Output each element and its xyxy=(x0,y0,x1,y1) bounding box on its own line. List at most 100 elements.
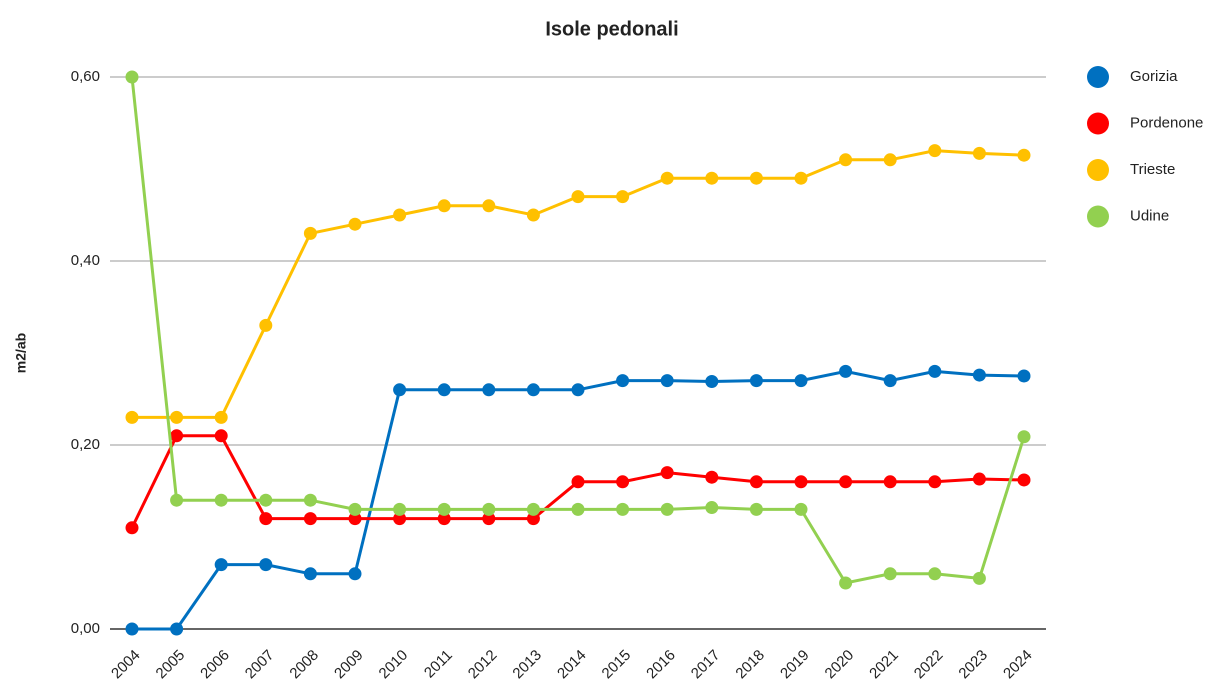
data-point xyxy=(348,217,362,231)
data-point xyxy=(571,502,585,516)
data-point xyxy=(526,208,540,222)
data-point xyxy=(170,410,184,424)
data-point xyxy=(705,375,719,389)
data-point xyxy=(1017,430,1031,444)
data-point xyxy=(259,318,273,332)
data-point xyxy=(571,190,585,204)
data-point xyxy=(616,502,630,516)
legend-marker xyxy=(1087,205,1109,228)
legend-marker xyxy=(1087,159,1109,181)
data-point xyxy=(125,521,139,535)
data-point xyxy=(437,383,451,397)
data-point xyxy=(972,571,986,585)
data-point xyxy=(571,475,585,489)
x-tick-label: 2004 xyxy=(108,647,144,682)
data-point xyxy=(794,374,808,388)
x-tick-label: 2009 xyxy=(331,647,367,682)
x-tick-label: 2006 xyxy=(197,647,233,682)
data-point xyxy=(125,70,139,84)
data-point xyxy=(1017,369,1031,383)
y-axis-title: m2/ab xyxy=(13,333,29,373)
data-point xyxy=(437,512,451,526)
data-point xyxy=(616,374,630,388)
data-point xyxy=(170,493,184,507)
x-tick-label: 2011 xyxy=(421,647,456,682)
data-point xyxy=(749,475,763,489)
data-point xyxy=(705,501,719,515)
data-point xyxy=(794,502,808,516)
data-point xyxy=(259,493,273,507)
data-point xyxy=(749,171,763,185)
data-point xyxy=(125,410,139,424)
data-point xyxy=(1017,148,1031,162)
legend-label: Gorizia xyxy=(1130,68,1178,85)
data-point xyxy=(393,383,407,397)
data-point xyxy=(482,502,496,516)
x-tick-label: 2007 xyxy=(242,647,278,682)
x-tick-label: 2023 xyxy=(955,647,991,682)
data-point xyxy=(214,493,228,507)
y-tick-label: 0,40 xyxy=(71,252,100,269)
y-tick-label: 0,20 xyxy=(71,436,100,453)
data-point xyxy=(972,368,986,382)
data-point xyxy=(972,146,986,160)
x-tick-label: 2024 xyxy=(1000,647,1036,682)
data-point xyxy=(526,383,540,397)
data-point xyxy=(526,512,540,526)
data-point xyxy=(437,199,451,213)
x-tick-label: 2019 xyxy=(777,647,813,682)
data-point xyxy=(839,475,853,489)
data-point xyxy=(660,502,674,516)
data-point xyxy=(214,558,228,572)
data-point xyxy=(660,171,674,185)
data-point xyxy=(214,410,228,424)
x-tick-label: 2015 xyxy=(599,647,635,682)
x-tick-label: 2022 xyxy=(911,647,947,682)
data-point xyxy=(928,567,942,581)
data-point xyxy=(170,429,184,443)
data-point xyxy=(616,190,630,204)
x-tick-label: 2018 xyxy=(732,647,768,682)
data-point xyxy=(437,502,451,516)
data-point xyxy=(348,512,362,526)
data-point xyxy=(348,567,362,581)
x-tick-label: 2020 xyxy=(822,647,858,682)
data-point xyxy=(214,429,228,443)
data-point xyxy=(883,374,897,388)
data-point xyxy=(303,567,317,581)
data-point xyxy=(303,512,317,526)
data-point xyxy=(348,502,362,516)
data-point xyxy=(705,470,719,484)
data-point xyxy=(928,364,942,378)
chart-title: Isole pedonali xyxy=(545,18,678,40)
data-point xyxy=(794,171,808,185)
x-tick-label: 2021 xyxy=(866,647,902,682)
data-point xyxy=(482,383,496,397)
y-tick-label: 0,60 xyxy=(71,68,100,85)
data-point xyxy=(303,226,317,240)
data-point xyxy=(928,475,942,489)
data-point xyxy=(839,364,853,378)
data-point xyxy=(660,466,674,480)
data-point xyxy=(393,512,407,526)
x-tick-label: 2010 xyxy=(376,647,412,682)
data-point xyxy=(482,199,496,213)
data-point xyxy=(839,576,853,590)
data-point xyxy=(259,512,273,526)
x-tick-label: 2005 xyxy=(153,647,189,682)
data-point xyxy=(749,502,763,516)
legend-marker xyxy=(1087,66,1109,88)
data-point xyxy=(571,383,585,397)
data-point xyxy=(705,171,719,185)
data-point xyxy=(259,558,273,572)
x-tick-label: 2016 xyxy=(643,647,679,682)
x-tick-label: 2013 xyxy=(509,647,545,682)
y-tick-label: 0,00 xyxy=(71,620,100,637)
legend-label: Udine xyxy=(1130,207,1169,224)
legend-marker xyxy=(1087,112,1109,135)
data-point xyxy=(393,502,407,516)
data-point xyxy=(883,153,897,167)
legend-label: Trieste xyxy=(1130,161,1175,178)
data-point xyxy=(749,374,763,388)
